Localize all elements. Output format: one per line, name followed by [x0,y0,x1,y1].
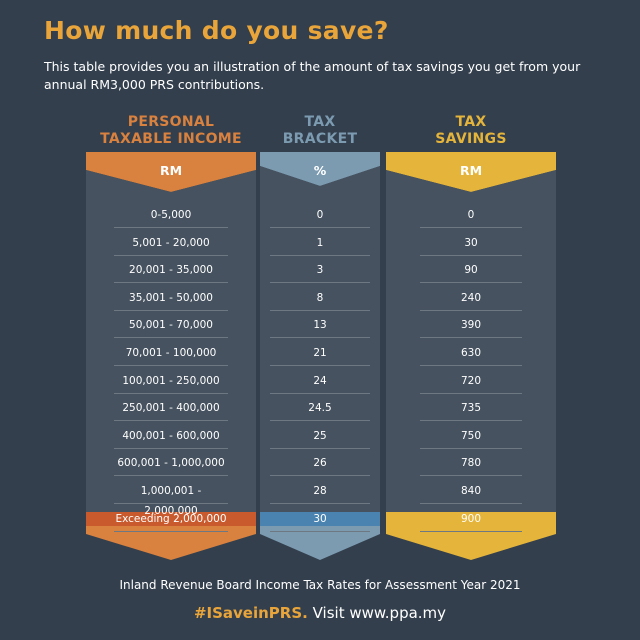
savings-cell: 780 [420,453,522,477]
income-cell: 600,001 - 1,000,000 [114,453,228,477]
bracket-cell: 1 [270,233,370,256]
income-cell: 0-5,000 [114,205,228,228]
bracket-heading-line1: TAX [304,114,336,130]
savings-cell: 840 [420,481,522,504]
hashtag: #ISaveinPRS. [193,604,308,622]
bracket-cell: 24 [270,371,370,394]
income-column-shape [86,152,256,560]
income-cell: 100,001 - 250,000 [114,371,228,394]
income-cell: 1,000,001 - 2,000,000 [114,481,228,517]
income-heading-line1: PERSONAL [127,114,215,130]
savings-heading: TAX SAVINGS [386,114,556,148]
bracket-heading: TAX BRACKET [260,114,380,148]
income-cell: 50,001 - 70,000 [114,315,228,339]
bracket-heading-line2: BRACKET [282,131,358,147]
income-cell: 35,001 - 50,000 [114,288,228,311]
income-cell: 5,001 - 20,000 [114,233,228,256]
savings-cell: 630 [420,343,522,366]
savings-unit: RM [459,163,483,178]
income-cell: Exceeding 2,000,000 [114,509,228,532]
bracket-cell: 24.5 [270,398,370,422]
bracket-cell: 13 [270,315,370,339]
savings-rows: 0 30 90 240 390 630 720 735 750 780 840 900 [420,205,522,536]
income-heading-line2: TAXABLE INCOME [100,131,242,147]
income-unit: RM [159,163,183,178]
savings-cell: 735 [420,398,522,422]
bracket-cell: 0 [270,205,370,228]
income-rows: 0-5,000 5,001 - 20,000 20,001 - 35,000 35,0… [114,205,228,536]
savings-heading-line1: TAX [455,114,487,130]
savings-cell: 390 [420,315,522,339]
savings-cell: 720 [420,371,522,394]
income-cell: 70,001 - 100,000 [114,343,228,366]
savings-cell: 0 [420,205,522,228]
income-cell: 20,001 - 35,000 [114,260,228,284]
source-note: Inland Revenue Board Income Tax Rates fo… [119,578,521,592]
bracket-cell: 28 [270,481,370,504]
bracket-rows: 0 1 3 8 13 21 24 24.5 25 26 28 30 [270,205,370,536]
bracket-unit: % [313,163,327,178]
savings-cell: 240 [420,288,522,311]
savings-cell: 30 [420,233,522,256]
bracket-cell: 21 [270,343,370,366]
income-cell: 250,001 - 400,000 [114,398,228,422]
savings-column-shape [386,152,556,560]
income-heading: PERSONAL TAXABLE INCOME [86,114,256,148]
page-title: How much do you save? [44,16,389,45]
savings-cell: 900 [420,509,522,532]
bracket-cell: 3 [270,260,370,284]
income-cell: 400,001 - 600,000 [114,426,228,449]
visit-link[interactable]: Visit www.ppa.my [312,604,447,622]
savings-heading-line2: SAVINGS [435,131,507,147]
bracket-cell: 30 [270,509,370,532]
bracket-column-shape [260,152,380,560]
savings-cell: 90 [420,260,522,284]
bracket-cell: 8 [270,288,370,311]
savings-cell: 750 [420,426,522,449]
bracket-cell: 26 [270,453,370,477]
footer-tagline: #ISaveinPRS. Visit www.ppa.my [0,604,640,622]
bracket-cell: 25 [270,426,370,449]
page-subtitle: This table provides you an illustration … [44,59,581,92]
